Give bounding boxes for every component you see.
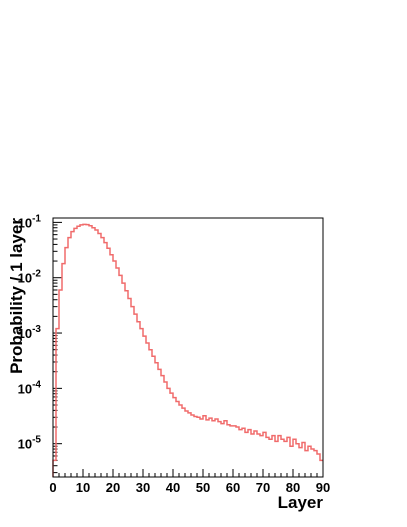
x-tick-label: 10 <box>76 480 90 495</box>
plot-frame <box>52 217 324 478</box>
x-tick-label: 80 <box>286 480 300 495</box>
y-tick-label: 10-5 <box>18 435 42 452</box>
y-tick-label: 10-4 <box>18 379 42 396</box>
axis-ticks <box>52 221 324 477</box>
y-tick-label: 10-3 <box>18 324 42 341</box>
x-tick-label: 0 <box>49 480 56 495</box>
tick-labels: 0 10 20 30 40 50 60 70 80 90 10-1 10-2 10-3 10-4 10-5 <box>18 213 331 495</box>
x-tick-label: 50 <box>196 480 210 495</box>
x-axis-title: Layer <box>278 493 324 512</box>
x-tick-label: 20 <box>106 480 120 495</box>
histogram-series-line <box>52 223 323 477</box>
x-tick-label: 60 <box>226 480 240 495</box>
x-tick-label: 90 <box>316 480 330 495</box>
y-tick-label: 10-2 <box>18 269 42 286</box>
y-axis-title: Probability / 1 layer <box>7 218 26 374</box>
x-tick-label: 70 <box>256 480 270 495</box>
x-tick-label: 30 <box>136 480 150 495</box>
x-tick-label: 40 <box>166 480 180 495</box>
y-tick-label: 10-1 <box>18 213 42 230</box>
